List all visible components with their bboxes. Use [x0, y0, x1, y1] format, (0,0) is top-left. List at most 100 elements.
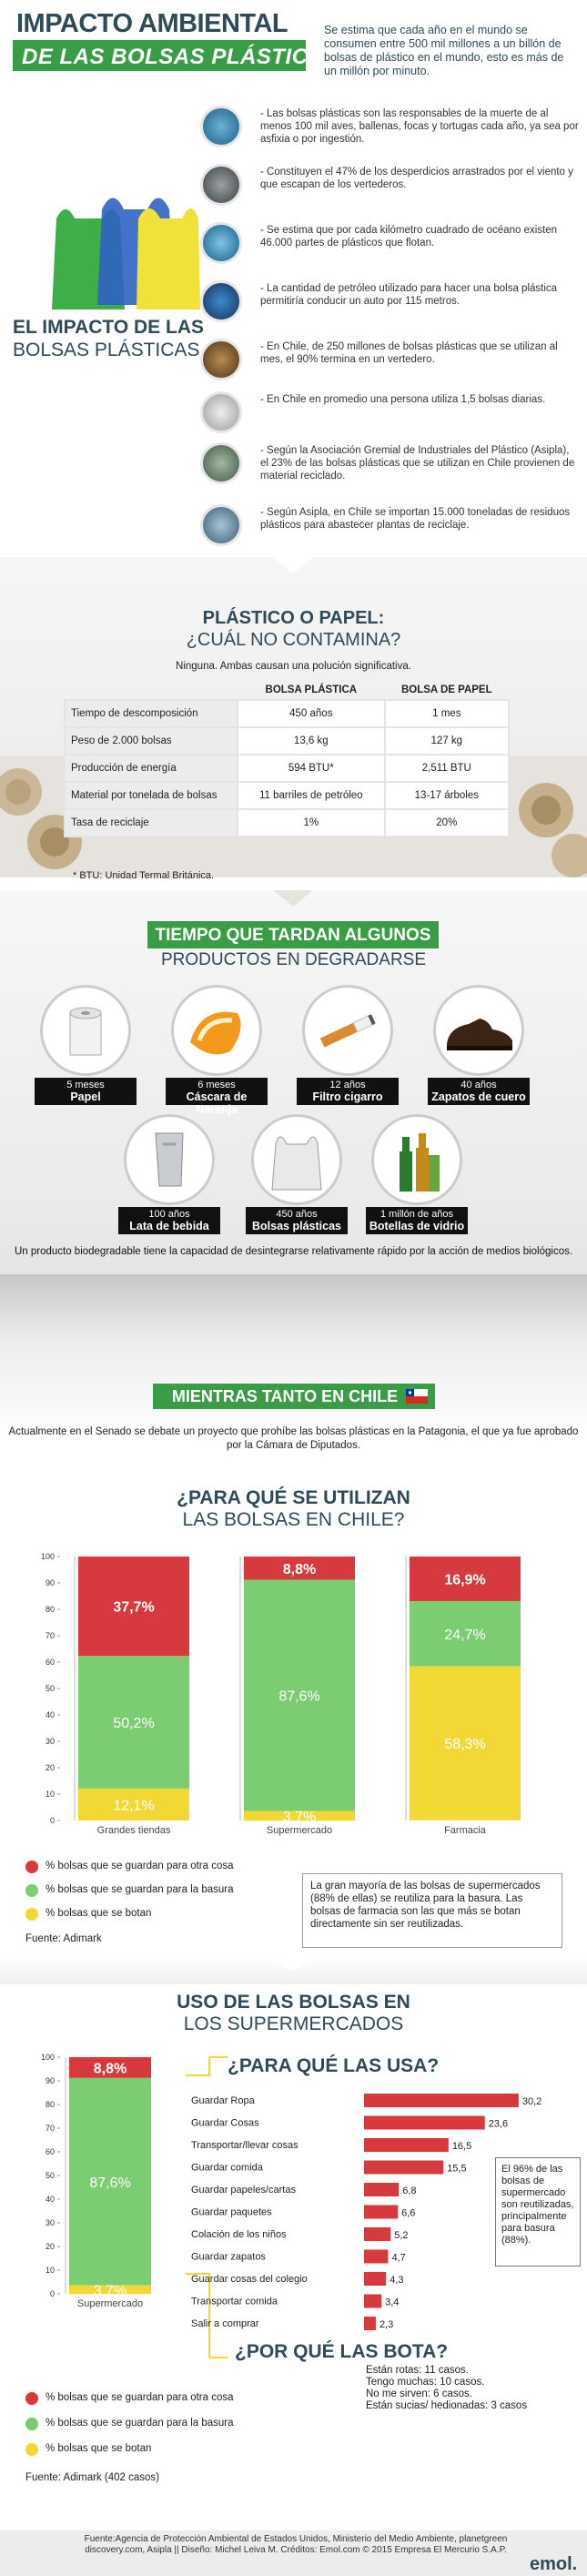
- data-label: 6,8: [402, 2186, 416, 2196]
- legend-label: % bolsas que se guardan para la basura: [46, 2418, 234, 2429]
- product-time: 5 meses: [66, 1080, 105, 1090]
- question-discard: ¿POR QUÉ LAS BOTA?: [235, 2341, 449, 2362]
- impact-section: [0, 91, 587, 546]
- product-name: Zapatos de cuero: [431, 1090, 526, 1103]
- orange-peel-icon: [171, 985, 262, 1076]
- product-time: 40 años: [460, 1080, 497, 1090]
- bar-segment: [69, 2285, 151, 2295]
- table-row: Producción de energía 594 BTU* 2,511 BTU: [64, 754, 511, 783]
- section-pointer: [273, 1957, 313, 1972]
- product-bottle: 1 millón de años Botellas de vidrio: [366, 1114, 468, 1234]
- legend-label: % bolsas que se guardan para otra cosa: [46, 2392, 234, 2403]
- fact-text: - Las bolsas plásticas son las responsab…: [260, 108, 579, 145]
- degrade-footer: Un producto biodegradable tiene la capac…: [14, 1246, 573, 1257]
- reason-line: Están sucias/ hedionadas: 3 casos: [366, 2400, 528, 2411]
- turtle-icon: [200, 106, 242, 147]
- can-icon: [124, 1114, 215, 1205]
- reason-line: Están rotas: 11 casos.: [366, 2365, 469, 2376]
- plastic-bags-illustration: [52, 198, 200, 309]
- y-tick-label: 90: [46, 2076, 55, 2085]
- usage-title: ¿PARA QUÉ SE UTILIZAN: [177, 1487, 410, 1508]
- reason-line: Tengo muchas: 10 casos.: [366, 2377, 485, 2388]
- section-pointer: [273, 557, 313, 573]
- glass-bottle-icon: [371, 1114, 462, 1205]
- category-label: Transportar/llevar cosas: [191, 2140, 299, 2151]
- bar: [364, 2227, 391, 2241]
- bar: [364, 2138, 449, 2152]
- y-tick-label: 50: [46, 1684, 55, 1693]
- category-label: Colación de los niños: [191, 2229, 287, 2240]
- supermarket-title: USO DE LAS BOLSAS EN: [177, 1992, 410, 2013]
- cell-plastic: 13,6 kg: [237, 726, 386, 756]
- bar: [364, 2205, 399, 2219]
- data-label: 16,5: [452, 2141, 471, 2152]
- y-tick-label: 70: [46, 2124, 55, 2133]
- bar-segment: [244, 1579, 355, 1811]
- y-tick-label: 0: [50, 2289, 55, 2298]
- data-label: 30,2: [522, 2096, 541, 2107]
- supermarket-stacked-chart: 0 10 20 30 40 50 60 70 80 90 100 8,8% 87,6% 3,7%Super…: [41, 2053, 151, 2309]
- chile-text: Actualmente en el Senado se debate un pr…: [8, 1426, 579, 1451]
- chile-title-bar: [153, 1384, 435, 1409]
- bar: [364, 2272, 387, 2286]
- bar-segment: [410, 1601, 521, 1667]
- fact-text: - Constituyen el 47% de los desperdicios…: [260, 167, 573, 190]
- product-time: 6 meses: [197, 1080, 236, 1090]
- fact-item: - Según la Asociación Gremial de Industr…: [200, 442, 582, 488]
- usage-subtitle: LAS BOLSAS EN CHILE?: [182, 1509, 405, 1530]
- bar: [364, 2160, 444, 2175]
- category-label: Guardar papeles/cartas: [191, 2185, 296, 2196]
- product-cigarette: 12 años Filtro cigarro: [297, 985, 399, 1105]
- data-label: 4,7: [391, 2253, 405, 2264]
- degrade-title-bar: [147, 921, 439, 948]
- y-tick-label: 90: [46, 1578, 55, 1587]
- legend-red-dot: [25, 2392, 38, 2405]
- fact-item: - Se estima que por cada kilómetro cuadr…: [200, 222, 582, 268]
- cell-plastic: 594 BTU*: [237, 754, 386, 783]
- section-pointer: [273, 890, 313, 907]
- footer: [0, 2530, 587, 2576]
- product-name: Lata de bebida: [129, 1220, 209, 1232]
- data-label: 8,8%: [283, 1562, 316, 1577]
- y-tick-label: 100: [41, 1552, 55, 1561]
- cell-paper: 20%: [383, 808, 511, 837]
- category-label: Guardar zapatos: [191, 2252, 266, 2263]
- footer-credits: Fuente:Agencia de Protección Ambiental d…: [84, 2534, 508, 2555]
- data-label: 87,6%: [278, 1689, 319, 1705]
- comparison-note: Ninguna. Ambas causan una polución signi…: [176, 661, 411, 672]
- product-name: Bolsas plásticas: [252, 1220, 341, 1232]
- usage-stacked-chart: 0 10 20 30 40 50 60 70 80 90 100 37,7% 50,2% 12,1% Gra…: [41, 1552, 521, 1836]
- fact-item: - Las bolsas plásticas son las responsab…: [200, 106, 582, 151]
- impact-subtitle: BOLSAS PLÁSTICAS: [13, 340, 200, 360]
- discard-reasons: Están rotas: 11 casos. Tengo muchas: 10 …: [366, 2365, 527, 2412]
- product-name: Cáscara de Naranja: [186, 1090, 248, 1116]
- chile-title: MIENTRAS TANTO EN CHILE: [171, 1387, 399, 1405]
- y-tick-label: 40: [46, 2195, 55, 2204]
- data-label: 87,6%: [89, 2175, 130, 2191]
- degrade-subtitle: PRODUCTOS EN DEGRADARSE: [160, 950, 427, 969]
- y-tick-label: 100: [41, 2053, 55, 2062]
- y-tick-label: 10: [46, 1790, 55, 1799]
- product-orange: 6 meses Cáscara de Naranja: [166, 985, 268, 1116]
- fact-item: - En Chile, de 250 millones de bolsas pl…: [200, 339, 582, 384]
- row-label: Tiempo de descomposición: [64, 699, 238, 728]
- recycling-plant-icon: [200, 504, 242, 546]
- data-label: 8,8%: [94, 2061, 127, 2076]
- data-label: 3,7%: [283, 1810, 316, 1825]
- product-name: Papel: [70, 1090, 101, 1103]
- category-label: Guardar Cosas: [191, 2118, 259, 2129]
- page-title: IMPACTO AMBIENTAL: [16, 9, 288, 38]
- cell-plastic: 450 años: [237, 699, 386, 728]
- legend-yellow-dot: [25, 1908, 38, 1921]
- fact-text: - La cantidad de petróleo utilizado para…: [260, 283, 558, 307]
- y-tick-label: 20: [46, 2242, 55, 2251]
- data-label: 16,9%: [444, 1573, 485, 1588]
- y-tick-label: 50: [46, 2171, 55, 2180]
- wind-debris-icon: [200, 164, 242, 206]
- cigarette-icon: [302, 985, 393, 1076]
- data-label: 58,3%: [444, 1737, 485, 1752]
- usage-note: La gran mayoría de las bolsas de superme…: [302, 1873, 562, 1948]
- product-time: 100 años: [148, 1209, 190, 1220]
- bar: [364, 2094, 519, 2107]
- y-tick-label: 70: [46, 1631, 55, 1640]
